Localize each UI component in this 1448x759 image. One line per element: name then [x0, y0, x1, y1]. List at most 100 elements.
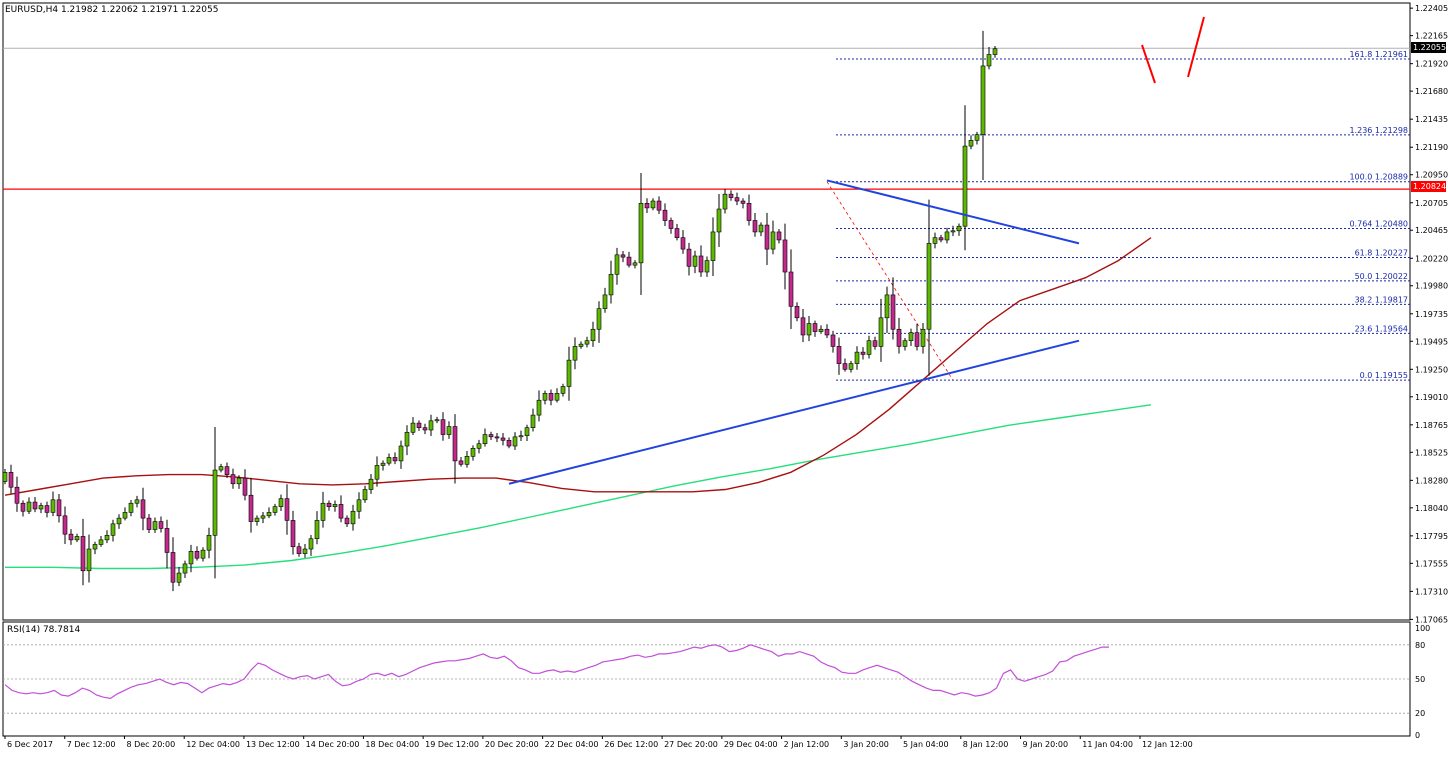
candle-body [530, 414, 536, 428]
candle-body [812, 323, 818, 332]
candle-body [848, 363, 854, 370]
candle-body [356, 499, 362, 512]
ma-fast-line [4, 237, 1152, 496]
candle-body [572, 346, 578, 361]
candle-body [332, 504, 338, 507]
candle-body [440, 419, 446, 435]
candle-body [68, 533, 74, 541]
candle-body [860, 351, 866, 355]
candle-body [644, 203, 650, 209]
y-tick-label: 1.17795 [1415, 532, 1448, 541]
y-tick-label: 1.22405 [1415, 4, 1448, 13]
candle-body [116, 517, 122, 525]
chart-title: EURUSD,H4 1.21982 1.22062 1.21971 1.2205… [5, 5, 219, 15]
candle-body [326, 502, 332, 507]
candle-body [362, 489, 368, 501]
y-tick-label: 1.20705 [1415, 199, 1448, 208]
candle-body [536, 399, 542, 416]
y-tick-label: 1.18280 [1415, 476, 1448, 485]
candle-body [272, 506, 278, 513]
candle-body [866, 340, 872, 355]
candle-body [488, 434, 494, 438]
candle-body [428, 420, 434, 431]
candle-body [620, 254, 626, 258]
x-tick-label: 11 Jan 04:00 [1082, 740, 1133, 749]
candle-body [386, 457, 392, 464]
rsi-line [4, 644, 1109, 700]
candle-body [614, 254, 620, 275]
candle-body [140, 499, 146, 519]
candle-body [776, 231, 782, 241]
candle-body [956, 225, 962, 232]
candle-body [740, 200, 746, 204]
candle-body [56, 499, 62, 517]
candle-body [608, 273, 614, 296]
candle-body [680, 237, 686, 250]
y-tick-label: 1.19495 [1415, 337, 1448, 346]
candle-body [638, 203, 644, 264]
candle-body [650, 200, 656, 209]
candle-body [560, 386, 566, 394]
candle-body [584, 340, 590, 345]
candle-body [518, 435, 524, 438]
candle-body [260, 515, 266, 519]
y-tick-label: 1.20465 [1415, 226, 1448, 235]
candle-body [524, 427, 530, 437]
candle-body [128, 502, 134, 513]
candle-body [734, 197, 740, 202]
x-tick-label: 29 Dec 04:00 [724, 740, 778, 749]
ma-slow-line [5, 404, 1152, 570]
fib-level-label: 1.236 1.21298 [1349, 126, 1408, 135]
candle-body [170, 552, 176, 583]
candle-body [938, 237, 944, 241]
rsi-scale-label: 80 [1415, 641, 1425, 650]
x-tick-label: 7 Dec 12:00 [67, 740, 116, 749]
candle-body [950, 230, 956, 233]
x-tick-label: 18 Dec 04:00 [365, 740, 419, 749]
candle-body [2, 472, 8, 482]
candle-body [890, 294, 896, 330]
x-tick-label: 22 Dec 04:00 [545, 740, 599, 749]
candle-body [80, 536, 86, 572]
candle-body [500, 437, 506, 441]
y-tick-label: 1.18040 [1415, 504, 1448, 513]
candle-body [476, 443, 482, 449]
rsi-scale-label: 50 [1415, 675, 1425, 684]
x-tick-label: 13 Dec 12:00 [246, 740, 300, 749]
fib-level-label: 38.2 1.19817 [1355, 295, 1408, 304]
y-tick-label: 1.19250 [1415, 365, 1448, 374]
candle-body [26, 501, 32, 512]
candle-body [578, 343, 584, 347]
candle-body [206, 534, 212, 551]
candle-body [626, 256, 632, 266]
fib-level-label: 61.8 1.20227 [1355, 248, 1408, 257]
candle-body [662, 209, 668, 221]
y-tick-label: 1.17310 [1415, 587, 1448, 596]
candle-body [758, 224, 764, 233]
candle-body [62, 515, 68, 535]
candle-body [98, 539, 104, 545]
candle-body [674, 228, 680, 238]
y-tick-label: 1.19735 [1415, 310, 1448, 319]
candle-body [446, 426, 452, 435]
candle-body [992, 48, 998, 55]
candle-body [422, 427, 428, 431]
candle-body [932, 237, 938, 244]
candle-body [152, 521, 158, 530]
fib-level-label: 100.0 1.20889 [1349, 173, 1408, 182]
candle-body [542, 393, 548, 401]
support-trendline [508, 339, 1080, 485]
candle-body [782, 239, 788, 273]
x-tick-label: 27 Dec 20:00 [664, 740, 718, 749]
candle-body [836, 346, 842, 364]
candle-body [962, 145, 968, 227]
candle-body [236, 477, 242, 485]
x-tick-label: 6 Dec 2017 [7, 740, 53, 749]
candle-body [8, 472, 14, 488]
y-tick-label: 1.21680 [1415, 87, 1448, 96]
candle-body [548, 393, 554, 401]
candle-body [308, 538, 314, 550]
y-tick-label: 1.17065 [1415, 615, 1448, 624]
